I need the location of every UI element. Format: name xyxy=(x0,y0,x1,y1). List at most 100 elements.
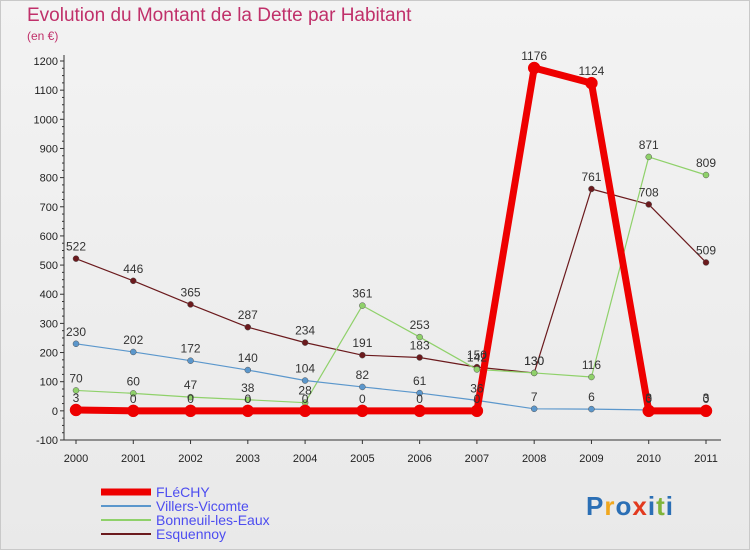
legend-label-bonneuil-les-eaux: Bonneuil-les-Eaux xyxy=(156,512,270,528)
legend-label-villers-vicomte: Villers-Vicomte xyxy=(156,498,249,514)
data-label-esquennoy: 708 xyxy=(639,185,659,199)
data-label-bonneuil-les-eaux: 871 xyxy=(639,138,659,152)
data-label-bonneuil-les-eaux: 47 xyxy=(184,378,198,392)
data-label-villers-vicomte: 202 xyxy=(123,333,143,347)
y-tick-label: 300 xyxy=(40,318,58,330)
data-label-villers-vicomte: 172 xyxy=(181,342,201,356)
data-point-esquennoy xyxy=(130,277,137,285)
y-tick-label: 1000 xyxy=(34,114,58,126)
y-tick-label: 200 xyxy=(40,348,58,360)
y-tick-label: 800 xyxy=(40,173,58,185)
chart-subtitle: (en €) xyxy=(27,29,59,43)
data-point-bonneuil-les-eaux xyxy=(473,366,481,373)
y-tick-label: 1200 xyxy=(34,56,58,68)
x-tick-label: 2011 xyxy=(694,453,718,465)
data-point-fl-chy xyxy=(585,76,598,90)
data-label-villers-vicomte: 36 xyxy=(470,381,484,395)
y-tick-label: 1100 xyxy=(34,85,58,97)
data-point-villers-vicomte xyxy=(130,348,137,356)
data-point-fl-chy xyxy=(642,404,655,418)
data-point-fl-chy xyxy=(127,404,140,418)
data-label-bonneuil-les-eaux: 809 xyxy=(696,156,716,170)
data-point-villers-vicomte xyxy=(72,340,80,348)
data-point-bonneuil-les-eaux xyxy=(130,390,137,397)
data-point-bonneuil-les-eaux xyxy=(530,369,538,377)
x-tick-label: 2008 xyxy=(522,453,546,465)
data-label-bonneuil-les-eaux: 38 xyxy=(241,381,255,395)
data-label-fl-chy: 0 xyxy=(703,392,710,406)
y-tick-label: 0 xyxy=(52,406,58,418)
data-label-villers-vicomte: 61 xyxy=(413,374,427,388)
y-tick-label: 900 xyxy=(40,143,58,155)
data-label-bonneuil-les-eaux: 116 xyxy=(582,358,601,372)
x-tick-label: 2004 xyxy=(293,453,317,465)
data-point-esquennoy xyxy=(359,351,366,359)
data-point-villers-vicomte xyxy=(244,366,252,374)
data-point-esquennoy xyxy=(244,323,252,331)
data-label-esquennoy: 761 xyxy=(581,170,601,184)
data-point-villers-vicomte xyxy=(359,383,366,391)
data-label-bonneuil-les-eaux: 70 xyxy=(69,371,83,385)
data-label-bonneuil-les-eaux: 361 xyxy=(352,287,372,301)
data-label-fl-chy: 0 xyxy=(474,392,481,406)
data-point-bonneuil-les-eaux xyxy=(416,333,423,341)
data-point-esquennoy xyxy=(645,201,652,208)
legend-label-fl-chy: FLéCHY xyxy=(156,484,210,500)
series-line-esquennoy xyxy=(75,188,707,374)
data-label-esquennoy: 130 xyxy=(524,354,544,368)
data-point-fl-chy xyxy=(527,61,541,75)
legend-label-esquennoy: Esquennoy xyxy=(156,526,226,542)
data-label-esquennoy: 191 xyxy=(352,336,372,350)
data-point-bonneuil-les-eaux xyxy=(359,302,366,309)
data-point-villers-vicomte xyxy=(187,357,194,364)
data-point-bonneuil-les-eaux xyxy=(702,171,710,179)
y-tick-label: -100 xyxy=(36,435,58,447)
data-label-fl-chy: 0 xyxy=(187,392,194,406)
data-point-villers-vicomte xyxy=(588,405,595,413)
y-tick-label: 700 xyxy=(40,202,58,214)
data-point-esquennoy xyxy=(187,301,194,308)
data-label-esquennoy: 522 xyxy=(66,240,86,254)
data-point-fl-chy xyxy=(356,404,369,418)
series-line-villers-vicomte xyxy=(75,343,706,411)
data-label-esquennoy: 183 xyxy=(410,338,430,352)
data-label-villers-vicomte: 3 xyxy=(703,391,710,405)
x-tick-label: 2002 xyxy=(178,453,202,465)
data-label-villers-vicomte: 82 xyxy=(356,368,370,382)
series-line-fl-chy xyxy=(75,64,706,415)
data-point-bonneuil-les-eaux xyxy=(588,373,595,381)
data-label-esquennoy: 287 xyxy=(238,308,258,322)
data-label-fl-chy: 0 xyxy=(416,392,423,406)
x-tick-label: 2001 xyxy=(121,453,145,465)
data-point-villers-vicomte xyxy=(416,389,423,397)
data-label-fl-chy: 0 xyxy=(302,392,309,406)
data-label-fl-chy: 1176 xyxy=(521,49,547,63)
series-line-bonneuil-les-eaux xyxy=(75,156,707,404)
data-label-bonneuil-les-eaux: 130 xyxy=(524,354,544,368)
data-label-bonneuil-les-eaux: 142 xyxy=(467,350,487,364)
y-tick-label: 400 xyxy=(40,289,58,301)
data-point-bonneuil-les-eaux xyxy=(645,153,652,161)
data-label-bonneuil-les-eaux: 60 xyxy=(127,374,141,388)
data-label-bonneuil-les-eaux: 253 xyxy=(410,318,430,332)
data-label-villers-vicomte: 3 xyxy=(645,391,652,405)
data-label-fl-chy: 1124 xyxy=(579,64,605,78)
data-point-bonneuil-les-eaux xyxy=(72,387,80,394)
y-tick-label: 100 xyxy=(40,377,58,389)
y-tick-label: 600 xyxy=(40,231,58,243)
data-label-fl-chy: 0 xyxy=(645,392,652,406)
x-tick-label: 2007 xyxy=(465,453,489,465)
data-point-bonneuil-les-eaux xyxy=(187,393,194,401)
data-point-fl-chy xyxy=(470,404,484,418)
x-tick-label: 2003 xyxy=(236,453,260,465)
data-label-esquennoy: 234 xyxy=(295,324,315,338)
data-label-esquennoy: 150 xyxy=(467,348,487,362)
data-point-bonneuil-les-eaux xyxy=(244,396,252,404)
data-point-fl-chy xyxy=(699,404,713,418)
data-label-bonneuil-les-eaux: 28 xyxy=(298,384,312,398)
data-point-esquennoy xyxy=(72,255,80,262)
data-label-esquennoy: 509 xyxy=(696,243,716,257)
data-label-villers-vicomte: 230 xyxy=(66,325,86,339)
x-tick-label: 2000 xyxy=(64,453,88,465)
